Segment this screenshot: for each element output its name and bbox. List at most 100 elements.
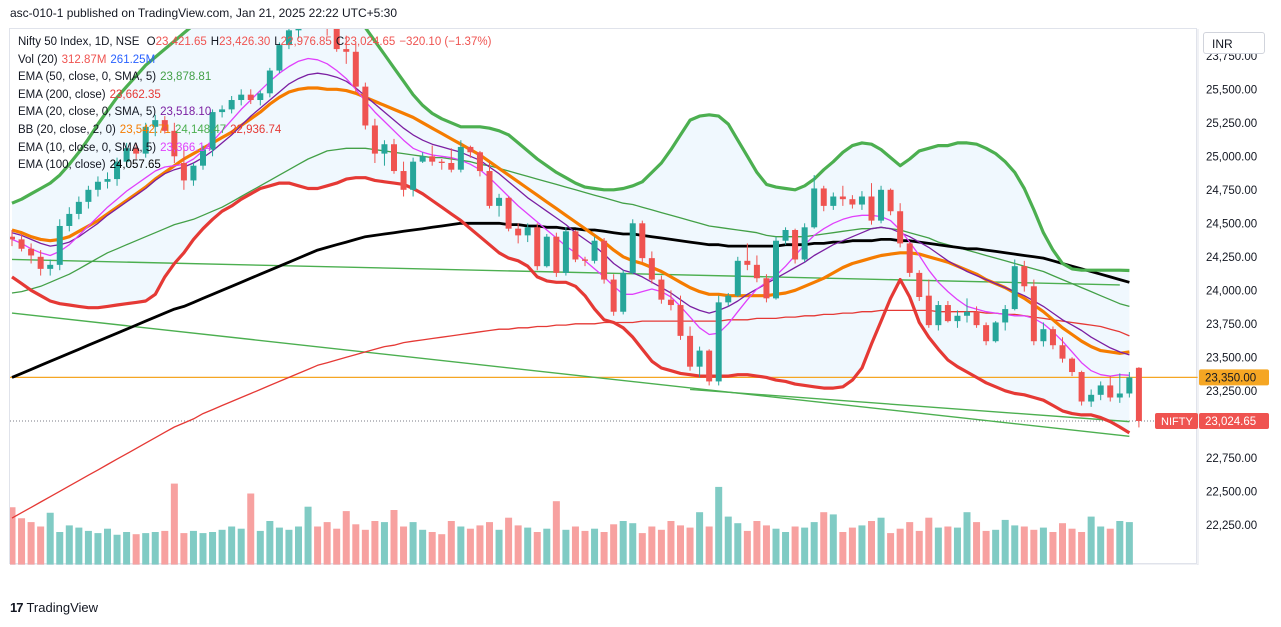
- volume-bar: [610, 524, 618, 565]
- y-tick-label: 25,000.00: [1206, 151, 1257, 163]
- candle-body: [524, 227, 531, 236]
- volume-bar: [256, 530, 264, 565]
- volume-bar: [342, 511, 350, 565]
- ohlc-value: 23,421.65: [155, 36, 207, 48]
- candle-body: [457, 146, 464, 170]
- legend-label: BB (20, close, 2, 0): [18, 123, 116, 136]
- volume-bar: [677, 525, 684, 565]
- candle-body: [505, 197, 512, 229]
- candle-body: [773, 240, 779, 299]
- y-tick-label: 22,500.00: [1206, 486, 1257, 498]
- candle-body: [152, 120, 159, 127]
- candle-body: [591, 240, 598, 261]
- volume-bar: [810, 522, 818, 565]
- candle-body: [629, 223, 636, 273]
- price-chart[interactable]: 23,750.00 25,500.00 25,250.00 25,000.00 24,7…: [10, 29, 1281, 565]
- legend-row[interactable]: EMA (10, close, 0, SMA, 5) 23,366.14: [18, 140, 495, 158]
- volume-bar: [734, 523, 742, 565]
- legend-row[interactable]: EMA (50, close, 0, SMA, 5) 23,878.81: [18, 69, 495, 87]
- candle-body: [1040, 329, 1047, 342]
- indicator-legend: Nifty 50 Index, 1D, NSE O23,421.65 H23,42…: [18, 34, 495, 175]
- volume-bar: [27, 522, 35, 565]
- candle-body: [935, 305, 942, 326]
- legend-value: 23,366.14: [160, 141, 212, 154]
- volume-bar: [199, 533, 207, 565]
- volume-bar: [1116, 521, 1124, 565]
- y-tick-label: 24,750.00: [1206, 185, 1257, 197]
- volume-bar: [104, 528, 111, 565]
- y-tick-label: 22,750.00: [1206, 453, 1257, 465]
- legend-row[interactable]: BB (20, close, 2, 0) 23,542.71 24,148.47 22…: [18, 122, 495, 140]
- candle-body: [419, 156, 426, 162]
- candle-body: [620, 272, 627, 312]
- volume-bar: [1049, 532, 1057, 565]
- candle-body: [66, 213, 73, 226]
- candle-body: [362, 86, 369, 126]
- candle-body: [1088, 394, 1095, 402]
- volume-bar: [743, 530, 751, 565]
- legend-value: 261.25M: [110, 53, 156, 66]
- legend-label: Vol (20): [18, 53, 58, 66]
- candle-body: [1059, 345, 1066, 359]
- ohlc-value: 23,426.30: [219, 36, 271, 48]
- candle-body: [868, 196, 875, 221]
- volume-bar: [772, 528, 780, 565]
- volume-bar: [428, 532, 436, 565]
- candle-body: [677, 305, 684, 336]
- level-price-label: 23,350.00: [1205, 372, 1256, 384]
- chart-panel[interactable]: 23,750.00 25,500.00 25,250.00 25,000.00 24,7…: [9, 28, 1269, 565]
- volume-bar: [161, 530, 169, 565]
- candle-body: [1021, 266, 1028, 287]
- volume-bar: [963, 512, 971, 565]
- candle-body: [878, 189, 885, 221]
- candle-body: [753, 264, 760, 279]
- legend-rows: Vol (20) 312.87M 261.25M EMA (50, close, 0,…: [18, 52, 495, 175]
- currency-selector[interactable]: INR: [1203, 32, 1265, 54]
- legend-row[interactable]: EMA (100, close) 24,057.65: [18, 157, 495, 175]
- candle-body: [28, 248, 35, 256]
- candle-body: [601, 240, 608, 280]
- candle-body: [75, 201, 82, 214]
- candle-body: [247, 94, 254, 101]
- candle-body: [10, 236, 15, 240]
- volume-bar: [715, 486, 723, 565]
- candle-body: [715, 302, 722, 382]
- candle-body: [266, 70, 273, 94]
- volume-bar: [705, 526, 713, 565]
- candle-body: [534, 227, 541, 267]
- legend-label: EMA (10, close, 0, SMA, 5): [18, 141, 157, 154]
- legend-value: 23,878.81: [160, 71, 212, 84]
- volume-bar: [973, 522, 981, 565]
- legend-label: EMA (100, close): [18, 159, 106, 172]
- candle-body: [114, 161, 121, 180]
- volume-bar: [209, 532, 217, 565]
- volume-bar: [581, 530, 589, 565]
- volume-bar: [189, 530, 197, 565]
- volume-bar: [801, 527, 809, 565]
- tradingview-footer: 17 TradingView: [10, 600, 98, 615]
- legend-row[interactable]: EMA (20, close, 0, SMA, 5) 23,518.10: [18, 104, 495, 122]
- candle-body: [639, 223, 646, 259]
- volume-bar: [915, 530, 923, 565]
- ohlc-value: 23,024.65: [344, 36, 396, 48]
- series-line: [11, 29, 1130, 273]
- candle-body: [200, 149, 206, 166]
- volume-bar: [1106, 528, 1114, 565]
- volume-bar: [514, 525, 522, 565]
- volume-bar: [619, 521, 627, 565]
- legend-row[interactable]: Vol (20) 312.87M 261.25M: [18, 52, 495, 70]
- legend-label: EMA (200, close): [18, 88, 106, 101]
- y-tick-label: 23,500.00: [1206, 352, 1257, 364]
- candle-body: [1097, 385, 1104, 395]
- candle-body: [343, 49, 350, 52]
- volume-bar: [896, 528, 904, 565]
- volume-bar: [10, 507, 16, 565]
- legend-row[interactable]: EMA (200, close) 23,662.35: [18, 87, 495, 105]
- series-line: [11, 147, 1130, 308]
- volume-bar: [982, 530, 990, 565]
- candle-body: [94, 181, 101, 190]
- volume-bar: [123, 532, 131, 565]
- y-tick-label: 24,000.00: [1206, 285, 1257, 297]
- candle-body: [782, 230, 789, 241]
- volume-bar: [953, 527, 961, 565]
